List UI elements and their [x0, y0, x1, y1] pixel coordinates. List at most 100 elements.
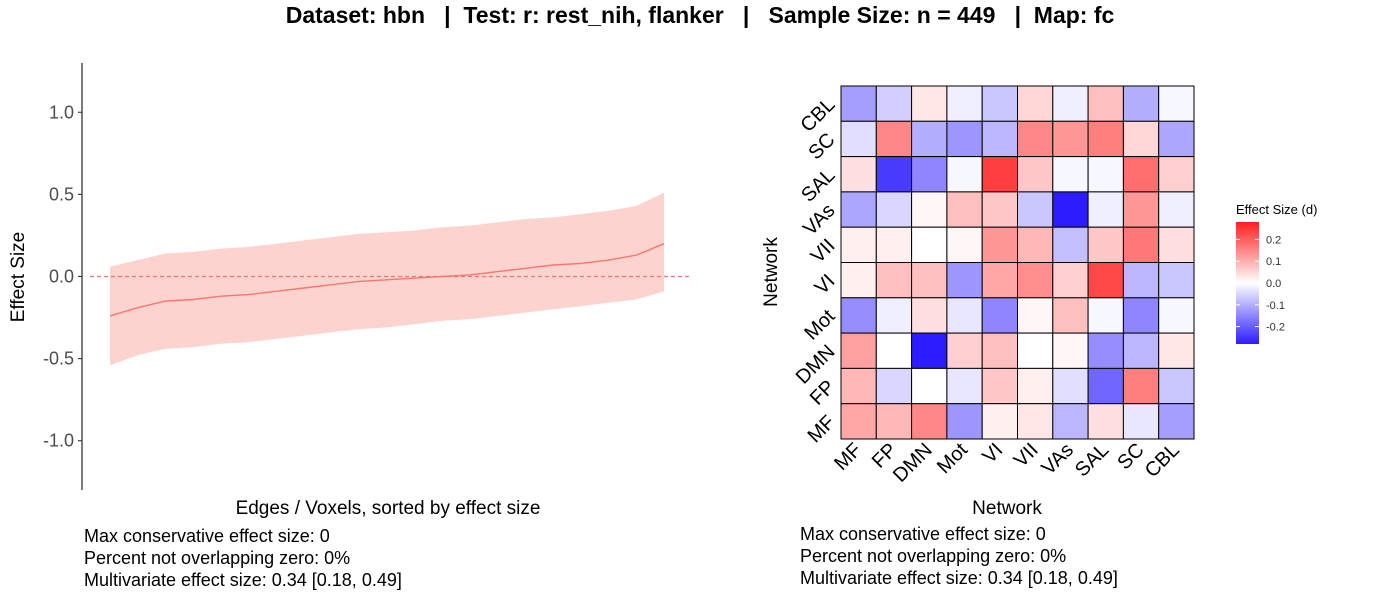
- heatmap-cell: [1017, 191, 1054, 228]
- heatmap-cell: [875, 367, 913, 405]
- heatmap-cell: [1017, 297, 1054, 334]
- heatmap-cell: [981, 297, 1019, 334]
- heatmap-cell: [1122, 332, 1160, 369]
- heatmap-x-tick-label: MF: [830, 439, 866, 475]
- heatmap-cell: [840, 191, 877, 228]
- right-stat-multivariate: Multivariate effect size: 0.34 [0.18, 0.…: [800, 568, 1118, 588]
- heatmap-cell: [981, 262, 1019, 299]
- heatmap-cell: [911, 367, 948, 405]
- heatmap-cell: [875, 332, 913, 369]
- legend-title: Effect Size (d): [1236, 202, 1317, 217]
- heatmap-cell: [981, 367, 1019, 405]
- heatmap-cell: [1158, 156, 1195, 193]
- heatmap-cell: [1122, 367, 1160, 405]
- heatmap-cell: [946, 332, 983, 369]
- heatmap-cell: [1158, 367, 1195, 405]
- heatmap-cell: [1158, 403, 1195, 440]
- heatmap-cell: [1052, 403, 1089, 440]
- effect-size-line: [109, 243, 665, 317]
- legend-tick-label: -0.1: [1266, 300, 1285, 312]
- heatmap-cell: [911, 332, 948, 369]
- heatmap-x-tick-label: VI: [978, 439, 1007, 468]
- heatmap-y-tick-label: MF: [804, 411, 840, 447]
- legend-tick-label: -0.2: [1266, 322, 1285, 334]
- heatmap-cell: [840, 85, 877, 122]
- heatmap-cell: [1052, 156, 1089, 193]
- heatmap-cell: [1052, 297, 1089, 334]
- heatmap-cell: [1158, 297, 1195, 334]
- figure-title: Dataset: hbn | Test: r: rest_nih, flanke…: [285, 2, 1115, 28]
- heatmap-cell: [1122, 156, 1160, 193]
- heatmap-x-tick-label: Mot: [933, 439, 972, 478]
- heatmap-cell: [1052, 332, 1089, 369]
- x-axis-label: Edges / Voxels, sorted by effect size: [236, 498, 541, 519]
- heatmap-cell: [1122, 226, 1160, 263]
- heatmap-cell: [875, 156, 913, 193]
- heatmap-y-tick-label: SAL: [797, 164, 839, 206]
- heatmap-cell: [1017, 226, 1054, 263]
- right-stat-max-conservative: Max conservative effect size: 0: [800, 524, 1046, 544]
- heatmap-cell: [840, 156, 877, 193]
- heatmap-cell: [1017, 403, 1054, 440]
- heatmap-cell: [875, 226, 913, 263]
- heatmap-cell: [1122, 191, 1160, 228]
- heatmap-cell: [1052, 120, 1089, 158]
- heatmap-cell: [946, 226, 983, 263]
- heatmap-cell: [875, 120, 913, 158]
- heatmap-cell: [1122, 120, 1160, 158]
- heatmap-cell: [946, 297, 983, 334]
- heatmap-cell: [946, 403, 983, 440]
- heatmap-cell: [840, 262, 877, 299]
- heatmap-cell: [911, 403, 948, 440]
- heatmap-cell: [840, 367, 877, 405]
- heatmap-cell: [875, 191, 913, 228]
- heatmap-cell: [1087, 120, 1124, 158]
- heatmap-x-tick-label: DMN: [889, 439, 937, 487]
- heatmap-cell: [911, 262, 948, 299]
- heatmap-cell: [1087, 262, 1124, 299]
- y-tick-label: -0.5: [43, 349, 74, 369]
- heatmap-cell: [946, 262, 983, 299]
- heatmap-cell: [1122, 85, 1160, 122]
- heatmap-x-tick-label: VII: [1010, 439, 1043, 472]
- heatmap-cell: [1017, 262, 1054, 299]
- heatmap-cell: [1122, 297, 1160, 334]
- legend-tick-label: 0.0: [1266, 278, 1281, 290]
- heatmap-cell: [981, 120, 1019, 158]
- left-stat-percent-not-overlapping: Percent not overlapping zero: 0%: [84, 548, 351, 568]
- heatmap-y-tick-label: DMN: [792, 341, 840, 389]
- heatmap-cell: [1017, 120, 1054, 158]
- heatmap-cell: [1052, 85, 1089, 122]
- heatmap-cell: [1017, 156, 1054, 193]
- heatmap-cell: [1052, 226, 1089, 263]
- heatmap-cell: [946, 85, 983, 122]
- heatmap-cell: [1158, 226, 1195, 263]
- heatmap-y-axis-label: Network: [761, 237, 782, 307]
- heatmap-cell: [1122, 403, 1160, 440]
- y-axis-label: Effect Size: [8, 232, 29, 322]
- left-stat-multivariate: Multivariate effect size: 0.34 [0.18, 0.…: [84, 570, 402, 590]
- heatmap-cell: [1017, 85, 1054, 122]
- legend-tick-label: 0.1: [1266, 256, 1281, 268]
- left-stat-max-conservative: Max conservative effect size: 0: [84, 526, 330, 546]
- legend-tick-label: 0.2: [1266, 234, 1281, 246]
- heatmap-cell: [946, 367, 983, 405]
- heatmap-cell: [911, 156, 948, 193]
- heatmap-cell: [981, 156, 1019, 193]
- heatmap-cell: [911, 226, 948, 263]
- heatmap-cell: [946, 120, 983, 158]
- y-tick-label: 0.5: [49, 184, 74, 204]
- heatmap-cell: [1017, 332, 1054, 369]
- y-tick-label: 1.0: [49, 102, 74, 122]
- heatmap-cell: [1158, 262, 1195, 299]
- heatmap-cell: [840, 297, 877, 334]
- heatmap-cell: [840, 120, 877, 158]
- heatmap-cell: [875, 297, 913, 334]
- heatmap-y-tick-label: CBL: [796, 94, 839, 137]
- heatmap-x-axis-label: Network: [972, 498, 1042, 519]
- heatmap-cell: [1158, 120, 1195, 158]
- heatmap-cell: [1087, 191, 1124, 228]
- heatmap-y-tick-label: Mot: [800, 305, 839, 344]
- heatmap-x-tick-label: CBL: [1141, 439, 1184, 482]
